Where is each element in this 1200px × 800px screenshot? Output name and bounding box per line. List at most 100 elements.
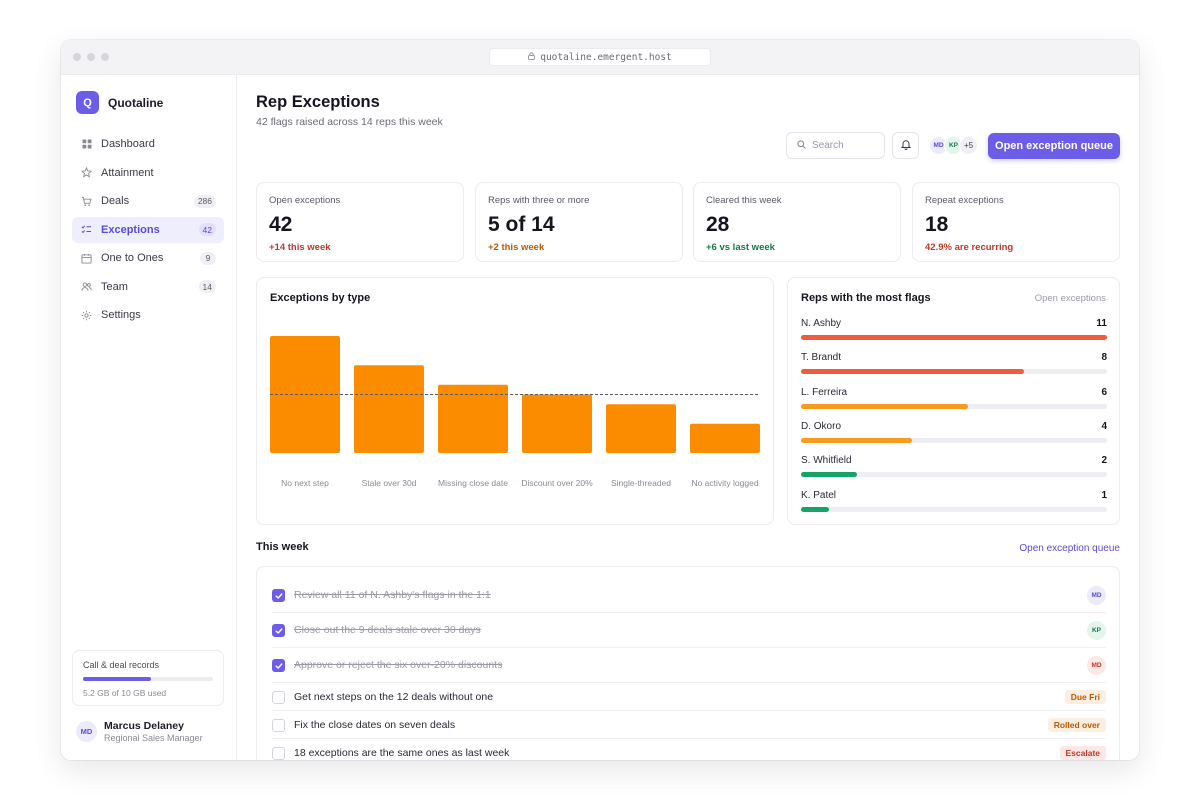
bar-missing-close-date[interactable] <box>438 384 508 453</box>
count-badge: 9 <box>200 251 216 265</box>
reps-most-flags-card: Reps with the most flags Open exceptions… <box>787 277 1120 525</box>
task-row: 18 exceptions are the same ones as last … <box>272 739 1106 760</box>
bell-icon <box>900 137 911 155</box>
status-badge: Due Fri <box>1064 690 1106 704</box>
sidebar-item-label: Deals <box>101 195 130 207</box>
storage-usage: 5.2 GB of 10 GB used <box>83 688 167 698</box>
task-checkbox[interactable] <box>272 746 285 760</box>
browser-titlebar: quotaline.emergent.host <box>61 40 1139 75</box>
status-badge: Rolled over <box>1047 718 1106 732</box>
window-close-dot[interactable] <box>73 53 81 61</box>
task-list: Review all 11 of N. Ashby's flags in the… <box>256 566 1120 760</box>
stat-delta: +14 this week <box>269 242 331 253</box>
task-text[interactable]: Close out the 9 deals stale over 30 days <box>294 624 481 636</box>
sidebar-item-one-to-ones[interactable]: One to Ones 9 <box>72 245 224 271</box>
x-tick-label: Missing close date <box>438 478 508 488</box>
check-icon <box>275 662 282 669</box>
rep-name: L. Ferreira <box>801 386 848 398</box>
address-bar[interactable]: quotaline.emergent.host <box>489 48 711 66</box>
exceptions-by-type-card: Exceptions by type No next step Stale ove… <box>256 277 774 525</box>
star-icon <box>81 167 92 178</box>
open-exception-queue-link[interactable]: Open exception queue <box>1019 543 1120 554</box>
stat-label: Cleared this week <box>706 195 782 206</box>
task-row: Approve or reject the six over-20% disco… <box>272 648 1106 683</box>
task-text[interactable]: Review all 11 of N. Ashby's flags in the… <box>294 589 491 601</box>
rep-row[interactable]: K. Patel 1 <box>801 490 1107 520</box>
app-logo[interactable]: Q <box>76 91 99 114</box>
rep-bar-fill <box>801 472 857 478</box>
stat-label: Reps with three or more <box>488 195 590 206</box>
rep-bar-track <box>801 335 1107 340</box>
task-checkbox[interactable] <box>272 690 285 704</box>
lock-icon <box>528 52 536 62</box>
browser-window: quotaline.emergent.host Q Quotaline Dash… <box>61 40 1139 760</box>
window-minimize-dot[interactable] <box>87 53 95 61</box>
bar-no-activity-logged[interactable] <box>690 423 760 453</box>
sidebar-item-deals[interactable]: Deals 286 <box>72 188 224 214</box>
x-tick-label: Single-threaded <box>611 478 671 488</box>
task-text[interactable]: 18 exceptions are the same ones as last … <box>294 746 510 759</box>
window-maximize-dot[interactable] <box>101 53 109 61</box>
task-row: Get next steps on the 12 deals without o… <box>272 683 1106 711</box>
rep-bar-track <box>801 437 1107 443</box>
grid-icon <box>81 139 92 150</box>
avatar[interactable]: MD <box>1087 586 1106 605</box>
user-name: Marcus Delaney <box>104 720 184 732</box>
rep-row[interactable]: N. Ashby 11 <box>801 318 1107 348</box>
storage-bar <box>83 677 213 681</box>
open-exception-queue-button[interactable]: Open exception queue <box>988 133 1120 159</box>
rep-count: 8 <box>1101 352 1107 364</box>
stat-delta: +6 vs last week <box>706 242 775 253</box>
storage-bar-fill <box>83 677 151 681</box>
task-text[interactable]: Approve or reject the six over-20% disco… <box>294 659 503 671</box>
sidebar-item-attainment[interactable]: Attainment <box>72 160 224 186</box>
stat-value: 28 <box>706 213 730 236</box>
rep-row[interactable]: D. Okoro 4 <box>801 421 1107 451</box>
avatar[interactable]: MD <box>76 721 97 742</box>
bar-stale-over-30d[interactable] <box>354 365 424 453</box>
task-row: Review all 11 of N. Ashby's flags in the… <box>272 578 1106 613</box>
address-url: quotaline.emergent.host <box>540 51 672 63</box>
task-text[interactable]: Get next steps on the 12 deals without o… <box>294 690 494 703</box>
rep-bar-fill <box>801 403 968 409</box>
rep-row[interactable]: T. Brandt 8 <box>801 352 1107 382</box>
x-tick-label: No activity logged <box>691 478 758 488</box>
rep-row[interactable]: L. Ferreira 6 <box>801 387 1107 417</box>
rep-name: T. Brandt <box>801 352 842 364</box>
app-name: Quotaline <box>108 96 164 110</box>
calendar-icon <box>81 253 92 264</box>
bar-single-threaded[interactable] <box>606 404 676 453</box>
storage-title: Call & deal records <box>83 660 160 670</box>
count-badge: 286 <box>193 194 216 208</box>
sidebar-item-dashboard[interactable]: Dashboard <box>72 131 224 157</box>
avatar[interactable]: MD <box>1087 656 1106 675</box>
task-checkbox[interactable] <box>272 659 285 672</box>
avatar[interactable]: MD <box>929 136 948 155</box>
rep-bar-track <box>801 472 1107 478</box>
rep-bar-track <box>801 369 1107 375</box>
notifications-button[interactable] <box>892 132 919 159</box>
stat-value: 42 <box>269 213 293 236</box>
task-text[interactable]: Fix the close dates on seven deals <box>294 718 456 731</box>
task-checkbox[interactable] <box>272 589 285 602</box>
bar-discount-over-20-[interactable] <box>522 394 592 454</box>
task-row: Close out the 9 deals stale over 30 days… <box>272 613 1106 648</box>
sidebar-item-team[interactable]: Team 14 <box>72 274 224 300</box>
stat-label: Open exceptions <box>269 195 341 206</box>
rep-name: K. Patel <box>801 489 837 501</box>
sidebar-item-settings[interactable]: Settings <box>72 302 224 328</box>
sidebar-item-label: Team <box>101 280 128 293</box>
rep-count: 1 <box>1101 489 1107 501</box>
stat-value: 18 <box>925 213 949 236</box>
task-checkbox[interactable] <box>272 718 285 732</box>
exceptions-bar-chart: No next step Stale over 30d Missing close … <box>270 336 760 488</box>
avatar[interactable]: KP <box>1087 621 1106 640</box>
sidebar-item-exceptions[interactable]: Exceptions 42 <box>72 216 224 243</box>
rep-row[interactable]: S. Whitfield 2 <box>801 455 1107 485</box>
task-checkbox[interactable] <box>272 624 285 637</box>
search-input[interactable]: Search <box>786 132 885 159</box>
more-avatars-count[interactable]: +5 <box>959 136 978 155</box>
check-icon <box>275 592 282 599</box>
count-badge: 14 <box>198 280 216 293</box>
sidebar-item-label: One to Ones <box>101 252 164 264</box>
